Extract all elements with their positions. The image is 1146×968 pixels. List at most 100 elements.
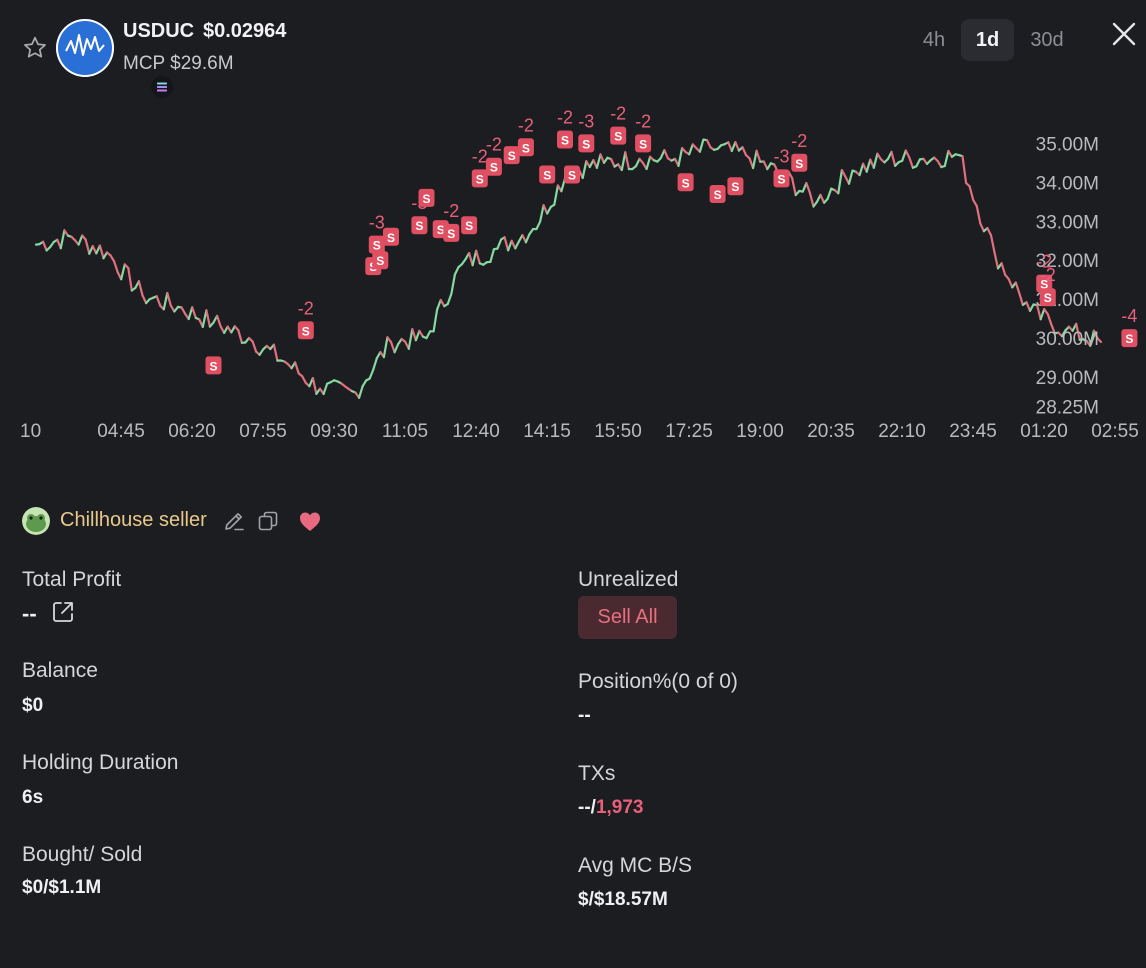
price-line-segment: [553, 184, 560, 206]
price-line-segment: [510, 239, 517, 250]
x-tick-label: 11:05: [382, 421, 428, 442]
sell-marker-label: S: [490, 161, 498, 175]
sell-marker-label: S: [373, 239, 381, 253]
sell-marker-label: S: [1040, 278, 1048, 292]
heart-icon[interactable]: [298, 510, 322, 532]
sell-amount-label: -3: [578, 111, 594, 131]
price-line-segment: [436, 298, 442, 311]
y-tick-label: 33.00M: [1036, 212, 1099, 233]
price-line-segment: [947, 149, 954, 158]
price-line-segment: [507, 239, 513, 252]
y-tick-label: 30.00M: [1036, 329, 1099, 350]
copy-icon[interactable]: [256, 509, 280, 533]
x-tick-label: 17:25: [665, 421, 713, 442]
price-line-segment: [137, 280, 144, 297]
price-line-segment: [645, 155, 652, 171]
price-line-segment: [59, 229, 66, 250]
token-price: $0.02964: [203, 20, 287, 42]
timeframe-1d-button[interactable]: 1d: [961, 19, 1014, 61]
price-line-segment: [698, 138, 705, 153]
sell-amount-label: -2: [557, 108, 573, 128]
sell-marker: [372, 251, 389, 270]
sell-marker-label: S: [682, 176, 690, 190]
star-icon[interactable]: [22, 35, 48, 61]
price-line-segment: [634, 157, 641, 168]
sell-amount-label: -2: [635, 111, 651, 131]
sell-amount-label: -2: [518, 115, 534, 135]
price-line-segment: [936, 159, 943, 169]
txs-value: --/1,973: [578, 797, 643, 819]
price-line-segment: [865, 158, 872, 173]
price-line-segment: [1028, 303, 1035, 312]
sell-marker-label: S: [465, 219, 473, 233]
sell-marker-label: S: [543, 169, 551, 183]
price-line-segment: [1025, 301, 1032, 312]
price-line-segment: [368, 368, 375, 380]
timeframe-30d-button[interactable]: 30d: [1030, 29, 1064, 51]
price-line-segment: [524, 233, 531, 244]
sell-amount-label: -2: [298, 298, 314, 318]
price-chart[interactable]: 35.00M 34.00M 33.00M 32.00M 31.00M 30.00M 29.0…: [0, 80, 1146, 460]
edit-icon[interactable]: [222, 509, 246, 533]
sell-marker: [635, 134, 652, 153]
txs-count: 1,973: [595, 797, 644, 818]
close-icon[interactable]: [1110, 20, 1138, 48]
sell-marker-label: S: [476, 172, 484, 186]
price-line-segment: [311, 377, 318, 395]
sell-all-button[interactable]: Sell All: [578, 596, 677, 639]
solana-chain-icon: [149, 74, 175, 100]
price-line-segment: [112, 260, 119, 274]
x-tick-label: 20:35: [807, 421, 855, 442]
sell-marker: [1039, 288, 1056, 307]
wallet-name[interactable]: Chillhouse seller: [60, 509, 207, 531]
sell-marker-label: S: [714, 188, 722, 202]
price-line-segment: [762, 160, 769, 171]
token-logo: [56, 19, 175, 100]
price-line-segment: [301, 375, 307, 384]
price-line-segment: [1035, 304, 1042, 321]
price-line-segment: [609, 157, 616, 168]
price-line-segment: [84, 238, 91, 255]
price-line-segment: [102, 251, 109, 260]
sell-marker-label: S: [614, 130, 622, 144]
price-line-segment: [162, 291, 169, 311]
position-label: Position%(0 of 0): [578, 670, 738, 693]
price-line-segment: [1050, 323, 1056, 335]
price-line-segment: [1092, 329, 1099, 340]
external-link-icon[interactable]: [50, 599, 76, 625]
price-chart-svg: 35.00M34.00M33.00M32.00M31.00M30.00M29.0…: [20, 104, 1139, 442]
price-line-segment: [989, 234, 996, 254]
price-line-segment: [237, 329, 243, 344]
price-line-segment: [453, 266, 460, 276]
price-line-segment: [407, 328, 414, 350]
price-line-segment: [450, 273, 456, 295]
sell-marker: [578, 134, 595, 153]
price-line-segment: [993, 251, 1000, 270]
price-line-segment: [890, 150, 897, 167]
price-line-segment: [755, 149, 762, 163]
y-tick-label: 29.00M: [1036, 368, 1099, 389]
sell-marker: [461, 216, 478, 235]
x-tick-label: 07:55: [239, 421, 287, 442]
price-line-segment: [414, 329, 421, 342]
price-line-segment: [677, 146, 684, 168]
timeframe-4h-button[interactable]: 4h: [922, 29, 946, 51]
price-line-segment: [41, 240, 48, 252]
sell-marker: [485, 157, 502, 176]
y-tick-label: 34.00M: [1036, 173, 1099, 194]
price-line-segment: [180, 306, 187, 315]
sell-marker: [1036, 274, 1053, 293]
holding-duration-value: 6s: [22, 787, 44, 808]
price-line-segment: [272, 343, 279, 362]
price-line-segment: [808, 191, 815, 208]
price-line-segment: [1007, 278, 1014, 289]
sell-marker-label: S: [387, 231, 395, 245]
holding-duration-label: Holding Duration: [22, 751, 179, 774]
price-line-segment: [191, 306, 197, 319]
price-line-segment: [819, 193, 826, 204]
price-line-segment: [595, 153, 602, 170]
sell-marker: [709, 185, 726, 203]
price-line-segment: [961, 155, 968, 185]
price-line-segment: [688, 143, 694, 156]
y-tick-label: 28.25M: [1036, 397, 1099, 418]
